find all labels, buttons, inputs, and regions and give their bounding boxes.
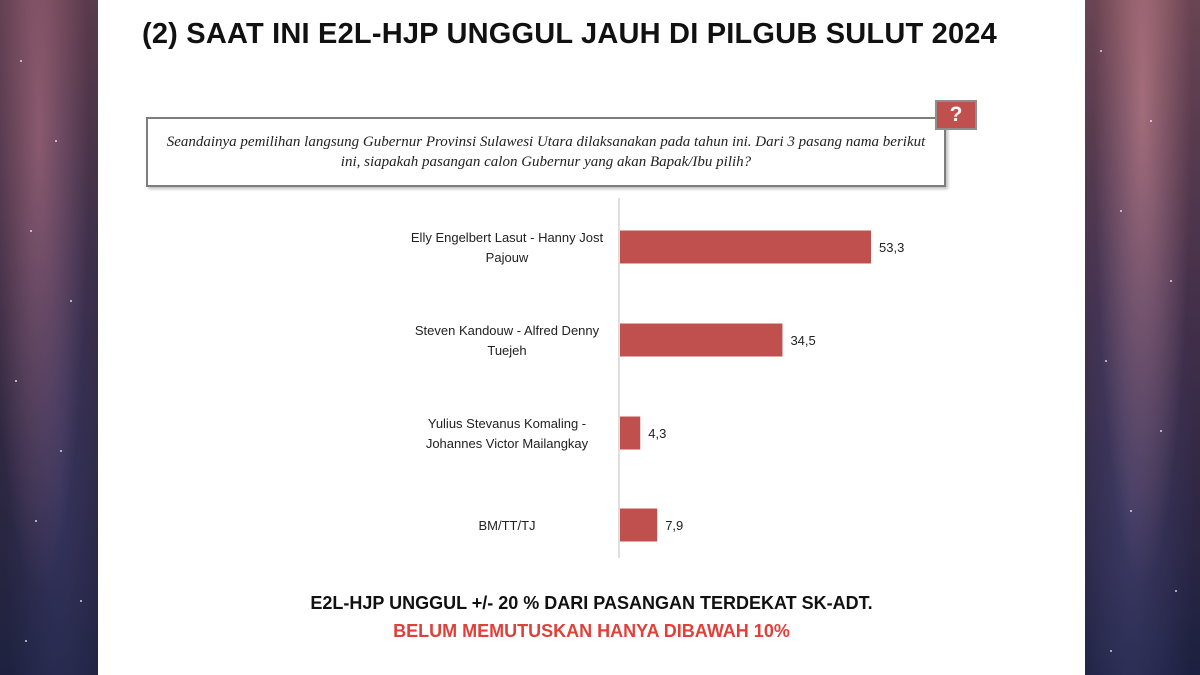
star-dot xyxy=(1160,430,1162,432)
bar-value-label: 53,3 xyxy=(879,240,904,255)
star-dot xyxy=(1175,590,1177,592)
bar-chart-svg: 53,3 Elly Engelbert Lasut - Hanny Jost Paj… xyxy=(411,198,904,558)
bar-value-label: 34,5 xyxy=(790,333,815,348)
background-left-panel xyxy=(0,0,98,675)
bar xyxy=(620,230,871,264)
bar-chart: 53,3 Elly Engelbert Lasut - Hanny Jost Paj… xyxy=(98,0,1085,675)
bar-value-label: 7,9 xyxy=(665,518,683,533)
category-label: BM/TT/TJ xyxy=(478,518,535,533)
bar xyxy=(620,323,783,357)
footer-summary: E2L-HJP UNGGUL +/- 20 % DARI PASANGAN TE… xyxy=(310,593,873,613)
bar-value-label: 4,3 xyxy=(648,426,666,441)
star-dot xyxy=(1170,280,1172,282)
star-dot xyxy=(15,380,17,382)
footer-highlight: BELUM MEMUTUSKAN HANYA DIBAWAH 10% xyxy=(393,621,790,641)
category-label-line: Johannes Victor Mailangkay xyxy=(426,436,589,451)
question-text: Seandainya pemilihan langsung Gubernur P… xyxy=(166,134,926,170)
star-dot xyxy=(20,60,22,62)
star-dot xyxy=(30,230,32,232)
category-label-line: Elly Engelbert Lasut - Hanny Jost xyxy=(411,230,604,245)
category-label-line: Tuejeh xyxy=(487,343,526,358)
star-dot xyxy=(1130,510,1132,512)
slide-title: (2) SAAT INI E2L-HJP UNGGUL JAUH DI PILG… xyxy=(142,18,997,50)
category-label: Yulius Stevanus Komaling - Johannes Victo… xyxy=(426,416,589,451)
star-dot xyxy=(25,640,27,642)
star-dot xyxy=(35,520,37,522)
category-label-line: Steven Kandouw - Alfred Denny xyxy=(415,323,600,338)
star-dot xyxy=(1150,120,1152,122)
bar xyxy=(620,508,658,542)
star-dot xyxy=(55,140,57,142)
question-mark-icon: ? xyxy=(935,100,977,130)
star-dot xyxy=(70,300,72,302)
star-dot xyxy=(60,450,62,452)
slide: (2) SAAT INI E2L-HJP UNGGUL JAUH DI PILG… xyxy=(98,0,1085,675)
star-dot xyxy=(80,600,82,602)
category-label-line: Yulius Stevanus Komaling - xyxy=(428,416,586,431)
star-dot xyxy=(1110,650,1112,652)
category-label-line: Pajouw xyxy=(486,250,529,265)
star-dot xyxy=(1105,360,1107,362)
question-box: Seandainya pemilihan langsung Gubernur P… xyxy=(146,117,946,187)
star-dot xyxy=(1120,210,1122,212)
star-dot xyxy=(1100,50,1102,52)
category-label: Steven Kandouw - Alfred Denny Tuejeh xyxy=(415,323,600,358)
background-right-panel xyxy=(1085,0,1200,675)
bar xyxy=(620,416,641,450)
category-label-line: BM/TT/TJ xyxy=(478,518,535,533)
category-label: Elly Engelbert Lasut - Hanny Jost Pajouw xyxy=(411,230,604,265)
